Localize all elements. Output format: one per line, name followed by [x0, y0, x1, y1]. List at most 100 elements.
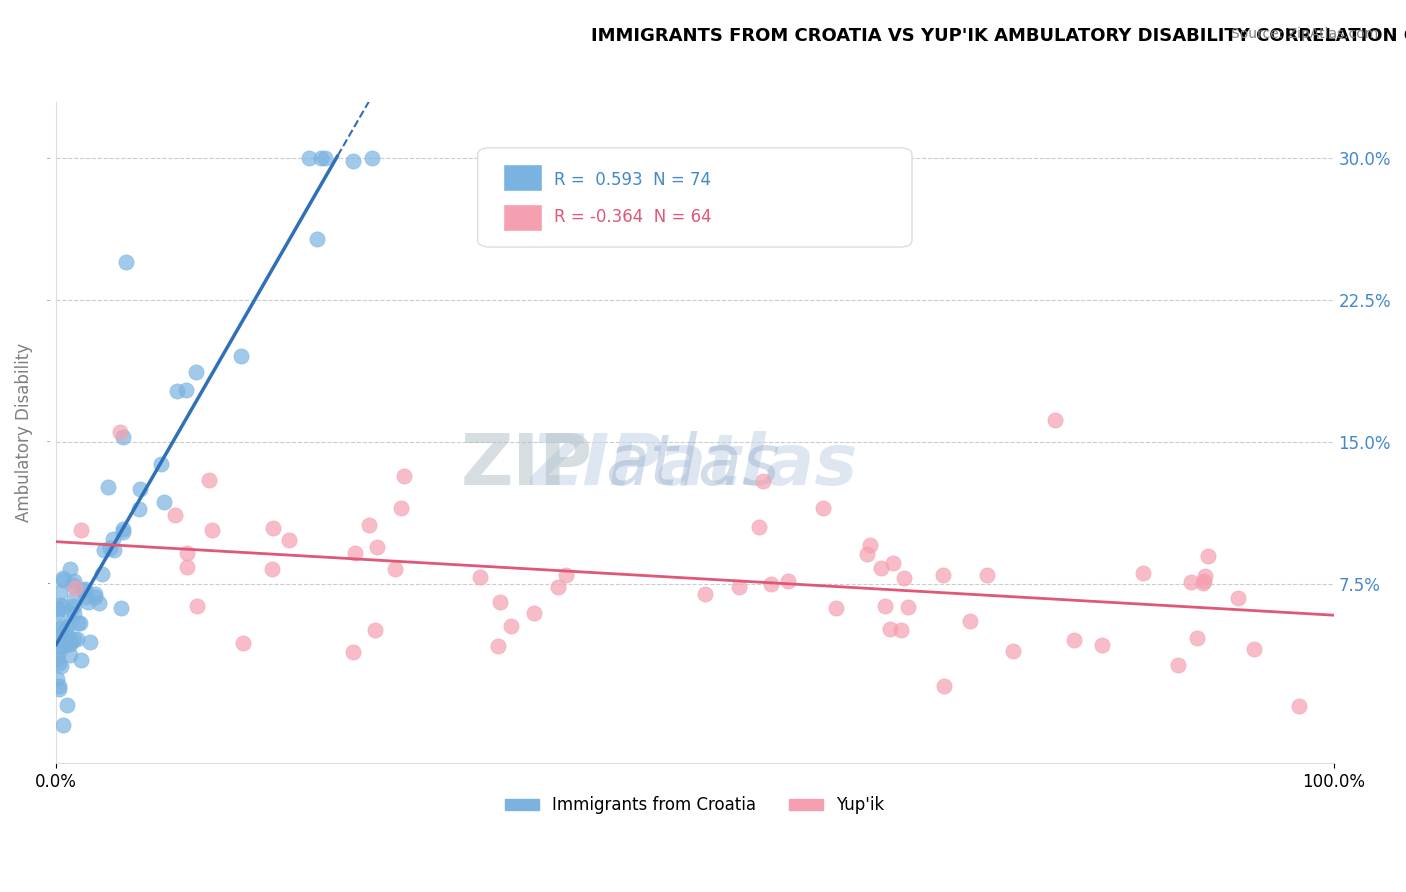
Point	[62, 632, 84, 646]
Point	[307, 232, 329, 246]
Point	[76, 595, 98, 609]
Point	[128, 502, 150, 516]
Point	[776, 574, 799, 589]
Point	[976, 567, 998, 582]
Text: Source: ZipAtlas.com: Source: ZipAtlas.com	[1230, 27, 1378, 41]
Point	[727, 580, 749, 594]
Point	[186, 599, 208, 614]
Point	[56, 620, 79, 634]
Point	[53, 624, 76, 638]
Point	[52, 599, 75, 613]
Point	[46, 605, 69, 619]
Point	[309, 151, 332, 165]
Point	[52, 632, 75, 647]
Point	[49, 598, 72, 612]
Point	[1167, 658, 1189, 673]
Point	[824, 601, 846, 615]
Point	[394, 469, 416, 483]
Point	[93, 543, 115, 558]
Point	[63, 574, 86, 588]
Point	[959, 614, 981, 628]
Point	[897, 600, 920, 615]
Point	[49, 622, 72, 636]
Point	[523, 606, 546, 620]
Point	[278, 533, 301, 547]
Point	[176, 383, 198, 397]
Point	[344, 546, 367, 560]
Point	[46, 602, 69, 616]
Point	[470, 570, 492, 584]
Point	[1194, 569, 1216, 583]
Point	[184, 365, 207, 379]
Point	[856, 547, 879, 561]
Point	[389, 500, 412, 515]
Point	[97, 480, 120, 494]
Y-axis label: Ambulatory Disability: Ambulatory Disability	[15, 343, 32, 522]
Point	[60, 634, 83, 648]
Point	[65, 582, 87, 596]
Point	[62, 592, 84, 607]
Point	[232, 636, 254, 650]
Point	[48, 657, 70, 671]
Point	[882, 556, 904, 570]
Point	[69, 615, 91, 630]
Legend: Immigrants from Croatia, Yup'ik: Immigrants from Croatia, Yup'ik	[499, 789, 891, 821]
Point	[108, 425, 131, 440]
Point	[103, 543, 125, 558]
Point	[342, 645, 364, 659]
Point	[1227, 591, 1250, 606]
Point	[129, 483, 152, 497]
Text: ZIPatlas: ZIPatlas	[531, 431, 859, 500]
Point	[56, 630, 79, 644]
Point	[693, 587, 716, 601]
Point	[166, 384, 188, 399]
Point	[1243, 642, 1265, 657]
Point	[53, 638, 76, 652]
Point	[48, 679, 70, 693]
Bar	[503, 164, 541, 191]
Point	[811, 500, 834, 515]
Point	[489, 595, 512, 609]
Point	[1132, 566, 1154, 580]
Point	[58, 606, 80, 620]
Point	[262, 520, 284, 534]
Point	[889, 624, 911, 638]
Point	[112, 430, 135, 444]
Point	[72, 583, 94, 598]
Point	[46, 601, 69, 615]
Point	[110, 600, 132, 615]
Point	[101, 532, 124, 546]
Text: IMMIGRANTS FROM CROATIA VS YUP'IK AMBULATORY DISABILITY CORRELATION CHART: IMMIGRANTS FROM CROATIA VS YUP'IK AMBULA…	[591, 27, 1406, 45]
Point	[49, 584, 72, 599]
Point	[499, 619, 522, 633]
Point	[115, 255, 138, 269]
Point	[56, 698, 79, 712]
Point	[931, 568, 953, 582]
Point	[48, 682, 70, 697]
Point	[46, 628, 69, 642]
Point	[1091, 638, 1114, 652]
Point	[262, 562, 284, 576]
Point	[150, 457, 173, 471]
Point	[176, 545, 198, 559]
Point	[879, 623, 901, 637]
Point	[52, 571, 75, 585]
Point	[112, 524, 135, 539]
Point	[759, 577, 782, 591]
Point	[89, 596, 111, 610]
Text: ZIP: ZIP	[460, 431, 592, 500]
Point	[1192, 574, 1215, 588]
Point	[153, 495, 176, 509]
Point	[73, 582, 96, 596]
Point	[1288, 699, 1310, 714]
Point	[1180, 575, 1202, 590]
Point	[229, 349, 252, 363]
Point	[176, 560, 198, 574]
Point	[201, 523, 224, 537]
Point	[49, 659, 72, 673]
Point	[360, 151, 382, 165]
Point	[112, 522, 135, 536]
Point	[873, 599, 896, 613]
Point	[342, 153, 364, 168]
Point	[51, 619, 73, 633]
